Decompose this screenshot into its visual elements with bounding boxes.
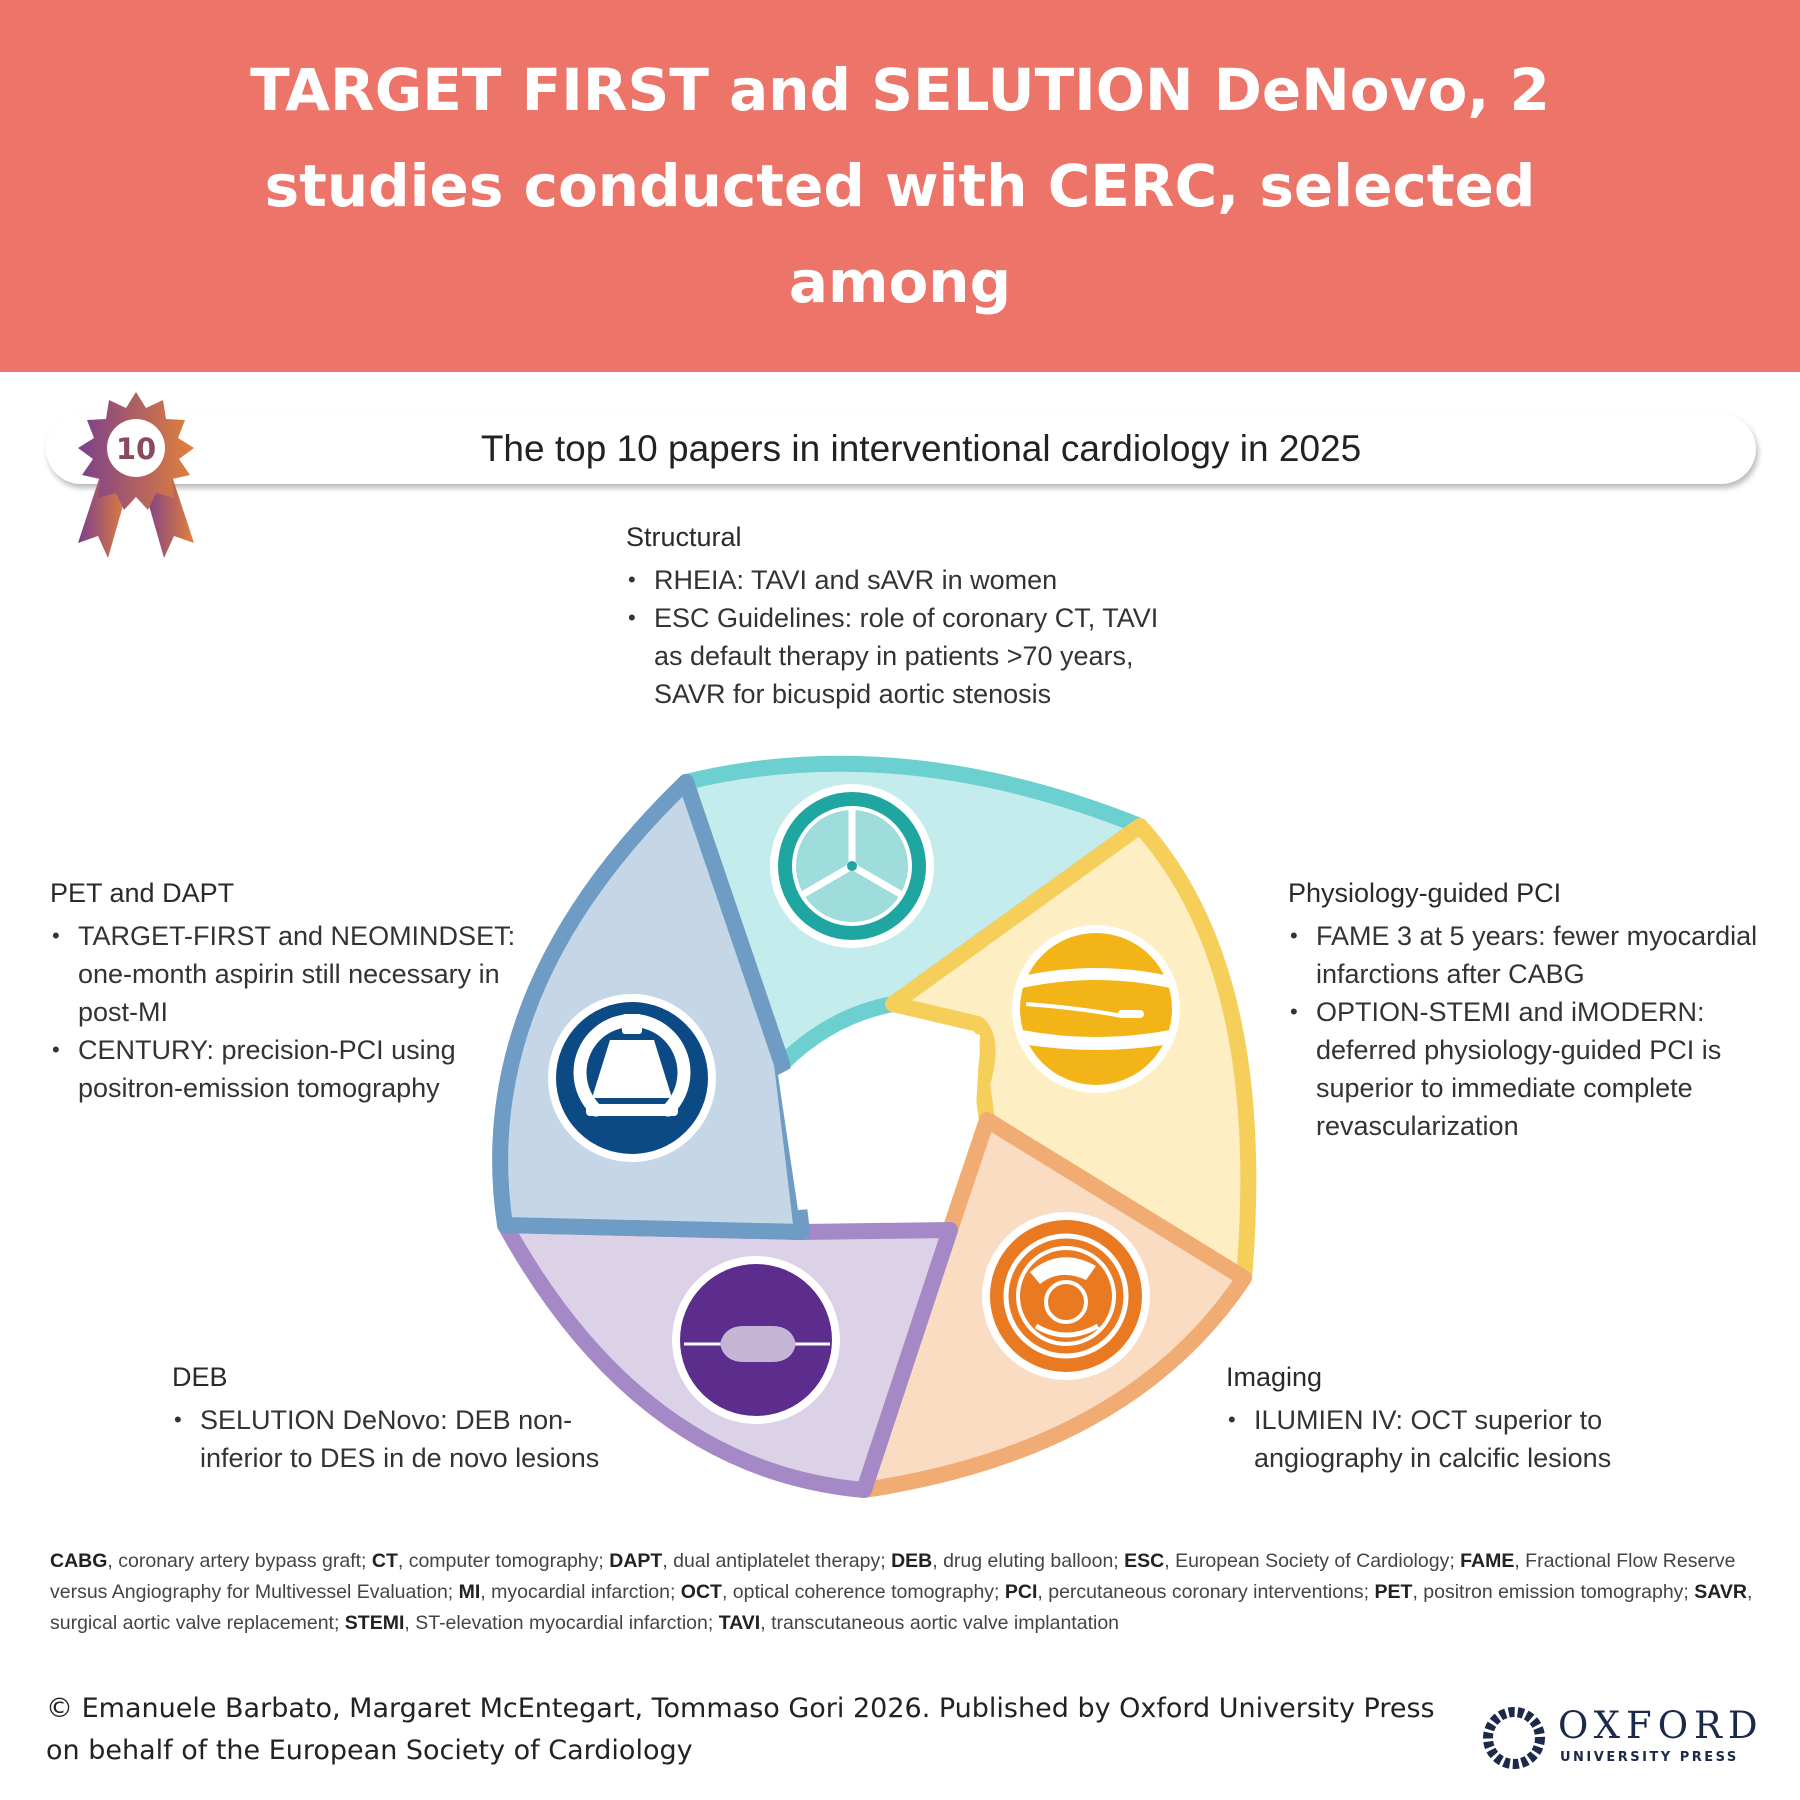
banner-title: TARGET FIRST and SELUTION DeNovo, 2 stud…	[250, 56, 1550, 316]
bullets-structural: RHEIA: TAVI and sAVR in women ESC Guidel…	[626, 561, 1166, 713]
award-badge-icon: 10	[78, 392, 194, 558]
abbreviation-definition: , coronary artery bypass graft;	[107, 1550, 372, 1572]
pet-scanner-icon	[548, 994, 716, 1162]
bullet-item: OPTION-STEMI and iMODERN: deferred physi…	[1288, 993, 1778, 1145]
section-title-deb: DEB	[172, 1362, 228, 1392]
abbreviation-term: DAPT	[609, 1550, 663, 1572]
abbreviation-term: CT	[371, 1550, 398, 1572]
section-deb: DEB SELUTION DeNovo: DEB non-inferior to…	[172, 1362, 642, 1477]
badge-number: 10	[116, 432, 156, 466]
oxford-subtitle: UNIVERSITY PRESS	[1560, 1750, 1739, 1765]
balloon-icon	[672, 1256, 840, 1424]
bullet-item: CENTURY: precision-PCI using positron-em…	[50, 1031, 540, 1107]
bullet-item: ESC Guidelines: role of coronary CT, TAV…	[626, 599, 1166, 713]
abbreviation-definition: , optical coherence tomography;	[721, 1581, 1005, 1603]
valve-icon	[770, 784, 934, 948]
bullet-item: RHEIA: TAVI and sAVR in women	[626, 561, 1166, 599]
bullets-pet: TARGET-FIRST and NEOMINDSET: one-month a…	[50, 917, 540, 1107]
oxford-wordmark: OXFORD	[1558, 1704, 1764, 1747]
bullet-item: TARGET-FIRST and NEOMINDSET: one-month a…	[50, 917, 540, 1031]
abbreviation-term: FAME	[1460, 1550, 1515, 1572]
header-banner: TARGET FIRST and SELUTION DeNovo, 2 stud…	[0, 0, 1800, 372]
bullets-physiology: FAME 3 at 5 years: fewer myocardial infa…	[1288, 917, 1778, 1145]
abbreviation-definition: , surgical aortic valve replacement;	[50, 1581, 1753, 1634]
abbreviation-term: CABG	[50, 1550, 108, 1572]
abbreviation-term: DEB	[891, 1550, 933, 1572]
abbreviation-term: PET	[1374, 1581, 1413, 1603]
bullets-deb: SELUTION DeNovo: DEB non-inferior to DES…	[172, 1401, 642, 1477]
wheel-center	[778, 1014, 980, 1210]
oct-imaging-icon	[982, 1212, 1150, 1380]
abbreviation-term: MI	[458, 1581, 481, 1603]
abbreviations-note: CABG, coronary artery bypass graft; CT, …	[50, 1546, 1770, 1639]
section-structural: Structural RHEIA: TAVI and sAVR in women…	[626, 522, 1166, 713]
oxford-logo: OXFORD UNIVERSITY PRESS	[1476, 1700, 1776, 1780]
abbreviation-term: TAVI	[718, 1612, 761, 1634]
abbreviation-definition: , Fractional Flow Reserve versus Angiogr…	[50, 1550, 1736, 1603]
abbreviation-term: ESC	[1124, 1550, 1165, 1572]
abbreviation-term: OCT	[680, 1581, 722, 1603]
section-imaging: Imaging ILUMIEN IV: OCT superior to angi…	[1226, 1362, 1646, 1477]
figure-title: The top 10 papers in interventional card…	[480, 428, 1362, 469]
copyright-text: © Emanuele Barbato, Margaret McEntegart,…	[46, 1693, 1435, 1766]
abbreviation-definition: , drug eluting balloon;	[932, 1550, 1125, 1572]
abbreviation-definition: , myocardial infarction;	[480, 1581, 681, 1603]
section-title-structural: Structural	[626, 522, 742, 552]
abbreviation-term: STEMI	[344, 1612, 405, 1634]
bullet-item: SELUTION DeNovo: DEB non-inferior to DES…	[172, 1401, 642, 1477]
abbreviation-definition: , European Society of Cardiology;	[1164, 1550, 1461, 1572]
abbreviation-definition: , computer tomography;	[397, 1550, 610, 1572]
abbreviation-definition: , positron emission tomography;	[1412, 1581, 1695, 1603]
figure-title-bar: The top 10 papers in interventional card…	[46, 414, 1756, 484]
vessel-wire-icon	[1012, 925, 1180, 1093]
oxford-ring-icon	[1483, 1707, 1545, 1769]
section-title-physiology: Physiology-guided PCI	[1288, 878, 1562, 908]
bullets-imaging: ILUMIEN IV: OCT superior to angiography …	[1226, 1401, 1646, 1477]
abbreviation-definition: , ST-elevation myocardial infarction;	[404, 1612, 719, 1634]
section-title-pet: PET and DAPT	[50, 878, 235, 908]
abbreviation-term: SAVR	[1694, 1581, 1747, 1603]
section-title-imaging: Imaging	[1226, 1362, 1323, 1392]
bullet-item: FAME 3 at 5 years: fewer myocardial infa…	[1288, 917, 1778, 993]
section-pet: PET and DAPT TARGET-FIRST and NEOMINDSET…	[50, 878, 540, 1107]
section-physiology: Physiology-guided PCI FAME 3 at 5 years:…	[1288, 878, 1778, 1145]
abbreviation-definition: , percutaneous coronary interventions;	[1037, 1581, 1375, 1603]
abbreviation-definition: , transcutaneous aortic valve implantati…	[760, 1612, 1120, 1634]
bullet-item: ILUMIEN IV: OCT superior to angiography …	[1226, 1401, 1646, 1477]
abbreviation-definition: , dual antiplatelet therapy;	[662, 1550, 892, 1572]
abbreviation-term: PCI	[1004, 1581, 1038, 1603]
